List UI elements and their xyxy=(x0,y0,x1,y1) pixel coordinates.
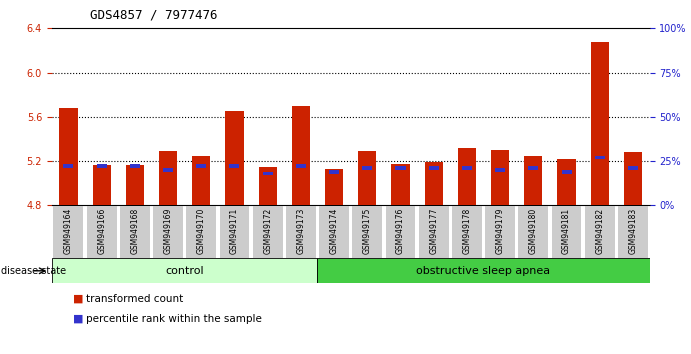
FancyBboxPatch shape xyxy=(618,206,648,258)
Text: GSM949175: GSM949175 xyxy=(363,208,372,255)
Bar xyxy=(292,106,310,205)
Text: ■: ■ xyxy=(73,314,83,324)
Bar xyxy=(64,165,73,168)
Bar xyxy=(457,148,476,205)
FancyBboxPatch shape xyxy=(53,206,84,258)
FancyBboxPatch shape xyxy=(452,206,482,258)
Bar xyxy=(130,165,140,168)
Text: GSM949173: GSM949173 xyxy=(296,208,305,255)
Text: GSM949182: GSM949182 xyxy=(595,208,604,254)
FancyBboxPatch shape xyxy=(220,206,249,258)
Bar xyxy=(462,166,472,170)
Text: disease state: disease state xyxy=(1,266,66,276)
FancyBboxPatch shape xyxy=(317,258,650,283)
Text: obstructive sleep apnea: obstructive sleep apnea xyxy=(417,266,551,276)
Bar xyxy=(529,166,538,170)
Bar xyxy=(97,165,106,168)
Bar xyxy=(491,150,509,205)
FancyBboxPatch shape xyxy=(386,206,415,258)
Bar xyxy=(325,169,343,205)
Text: GSM949176: GSM949176 xyxy=(396,208,405,255)
Bar xyxy=(391,164,410,205)
Bar xyxy=(595,156,605,159)
FancyBboxPatch shape xyxy=(319,206,349,258)
FancyBboxPatch shape xyxy=(86,206,117,258)
FancyBboxPatch shape xyxy=(352,206,382,258)
Bar xyxy=(558,159,576,205)
Text: GSM949172: GSM949172 xyxy=(263,208,272,254)
FancyBboxPatch shape xyxy=(153,206,183,258)
Text: GSM949171: GSM949171 xyxy=(230,208,239,254)
Bar xyxy=(424,162,443,205)
FancyBboxPatch shape xyxy=(585,206,615,258)
Text: transformed count: transformed count xyxy=(86,294,184,304)
Bar xyxy=(358,151,377,205)
Bar xyxy=(524,155,542,205)
Text: GDS4857 / 7977476: GDS4857 / 7977476 xyxy=(90,9,218,22)
Bar xyxy=(624,152,642,205)
Text: GSM949181: GSM949181 xyxy=(562,208,571,254)
FancyBboxPatch shape xyxy=(52,258,317,283)
FancyBboxPatch shape xyxy=(518,206,548,258)
Bar xyxy=(192,155,210,205)
Bar xyxy=(126,165,144,205)
Bar xyxy=(59,108,77,205)
Bar xyxy=(229,165,240,168)
Text: GSM949168: GSM949168 xyxy=(131,208,140,254)
Text: GSM949174: GSM949174 xyxy=(330,208,339,255)
Text: GSM949178: GSM949178 xyxy=(462,208,471,254)
Bar xyxy=(258,167,277,205)
Bar xyxy=(495,168,505,172)
Text: GSM949180: GSM949180 xyxy=(529,208,538,254)
Bar xyxy=(591,41,609,205)
Bar xyxy=(93,165,111,205)
FancyBboxPatch shape xyxy=(286,206,316,258)
Bar xyxy=(225,111,244,205)
Bar xyxy=(562,170,571,173)
FancyBboxPatch shape xyxy=(253,206,283,258)
Text: ■: ■ xyxy=(73,294,83,304)
Bar xyxy=(362,166,372,170)
Bar xyxy=(628,166,638,170)
Bar xyxy=(263,172,273,175)
Bar xyxy=(196,165,207,168)
Text: GSM949170: GSM949170 xyxy=(197,208,206,255)
Text: GSM949179: GSM949179 xyxy=(495,208,504,255)
Text: GSM949169: GSM949169 xyxy=(164,208,173,255)
Bar xyxy=(395,166,406,170)
FancyBboxPatch shape xyxy=(187,206,216,258)
Text: GSM949164: GSM949164 xyxy=(64,208,73,255)
Text: GSM949183: GSM949183 xyxy=(628,208,637,254)
Text: percentile rank within the sample: percentile rank within the sample xyxy=(86,314,263,324)
Text: GSM949177: GSM949177 xyxy=(429,208,438,255)
FancyBboxPatch shape xyxy=(551,206,581,258)
Bar xyxy=(296,165,306,168)
FancyBboxPatch shape xyxy=(419,206,448,258)
Text: control: control xyxy=(165,266,204,276)
Bar xyxy=(159,151,177,205)
FancyBboxPatch shape xyxy=(485,206,515,258)
Bar xyxy=(428,166,439,170)
Text: GSM949166: GSM949166 xyxy=(97,208,106,255)
Bar xyxy=(329,170,339,173)
FancyBboxPatch shape xyxy=(120,206,150,258)
Bar xyxy=(163,168,173,172)
